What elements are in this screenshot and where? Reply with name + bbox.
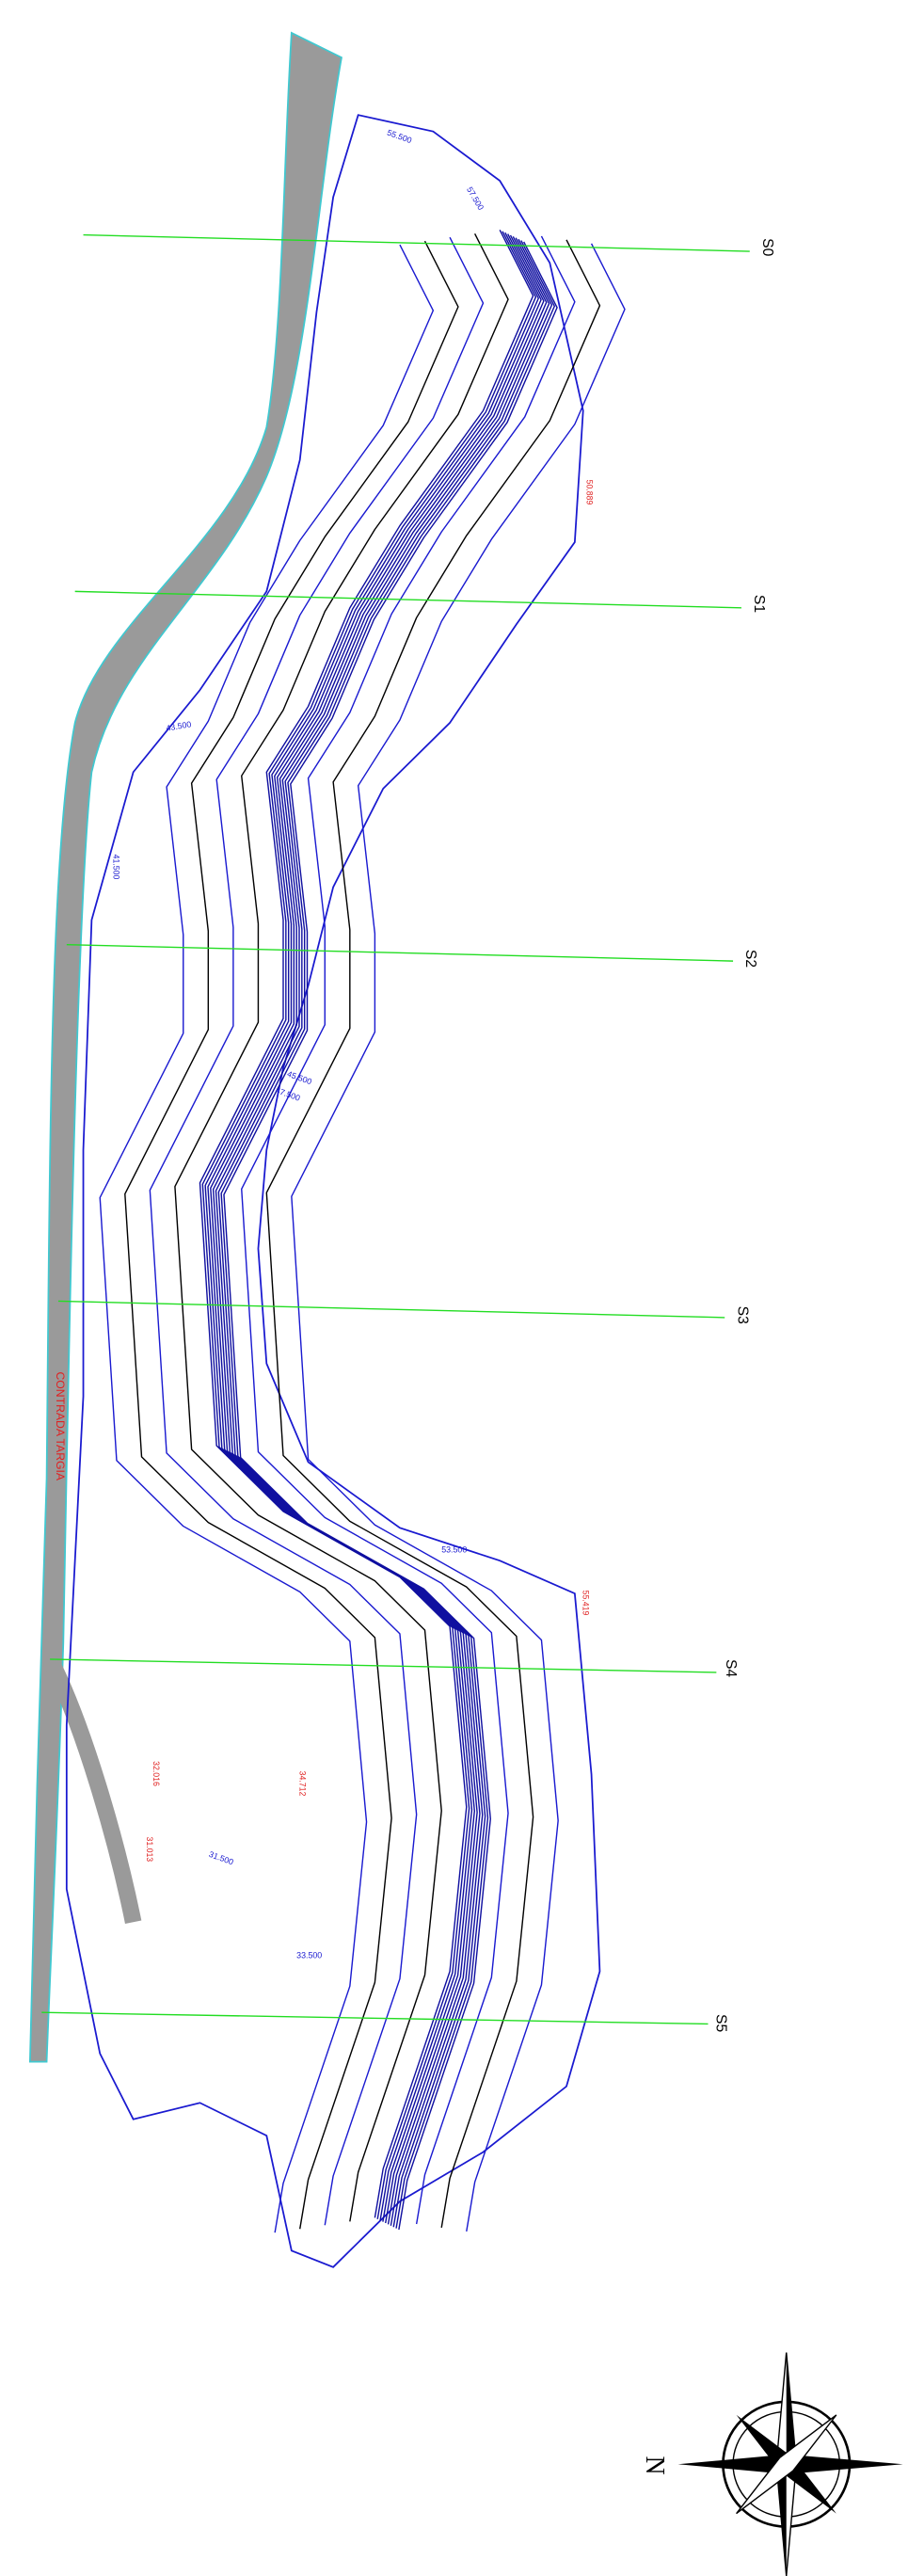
contour [201,231,537,2219]
map-content: S0 S1 S2 S3 S4 S5 CONTRADA TARGIA 55.500… [28,31,903,2576]
contour [174,232,509,2222]
section-label: S3 [734,1306,750,1324]
section-label: S1 [751,595,767,613]
section-line [74,590,741,609]
section-label: S4 [723,1659,739,1677]
contour [207,233,542,2222]
contours [99,230,626,2233]
spot-height: 32.016 [151,1761,161,1786]
spot-height: 43.500 [166,719,193,732]
spot-height: 47.500 [274,1085,301,1102]
road [28,31,342,2063]
contour [204,232,539,2221]
compass-north: N [640,2456,669,2475]
compass-rose [677,2352,903,2576]
spot-height: 33.500 [296,1951,322,1960]
spot-height: 45.500 [286,1069,313,1086]
contour [220,240,555,2229]
spot-height: 55.419 [581,1591,591,1616]
contour [124,240,459,2230]
contour [265,239,601,2229]
spot-height: 57.500 [465,185,486,212]
section-line [57,1300,725,1319]
spot-height: 41.500 [111,855,120,880]
contour [212,236,548,2225]
road-branch [42,1656,142,1924]
contour [217,238,553,2228]
spot-height: 31.500 [208,1849,235,1866]
contour [65,114,601,2268]
contour [291,243,626,2232]
section-line [66,943,734,962]
contour [215,237,550,2226]
section-line [83,233,750,252]
contour [241,235,576,2225]
spot-height: 53.500 [441,1545,467,1555]
contour [99,244,435,2233]
contour [210,234,545,2224]
section-label: S5 [712,2014,728,2032]
section-line [50,1658,717,1673]
section-line [41,2011,709,2025]
spot-height: 31.013 [145,1836,154,1862]
spot-height: 50.889 [584,480,594,505]
spot-height: 55.500 [386,128,413,145]
section-label: S2 [742,950,758,968]
place-label: CONTRADA TARGIA [54,1371,67,1480]
contour [199,230,534,2218]
spot-height: 34.712 [298,1771,308,1797]
contour [223,241,558,2231]
contour [149,236,485,2226]
section-label: S0 [759,238,775,256]
